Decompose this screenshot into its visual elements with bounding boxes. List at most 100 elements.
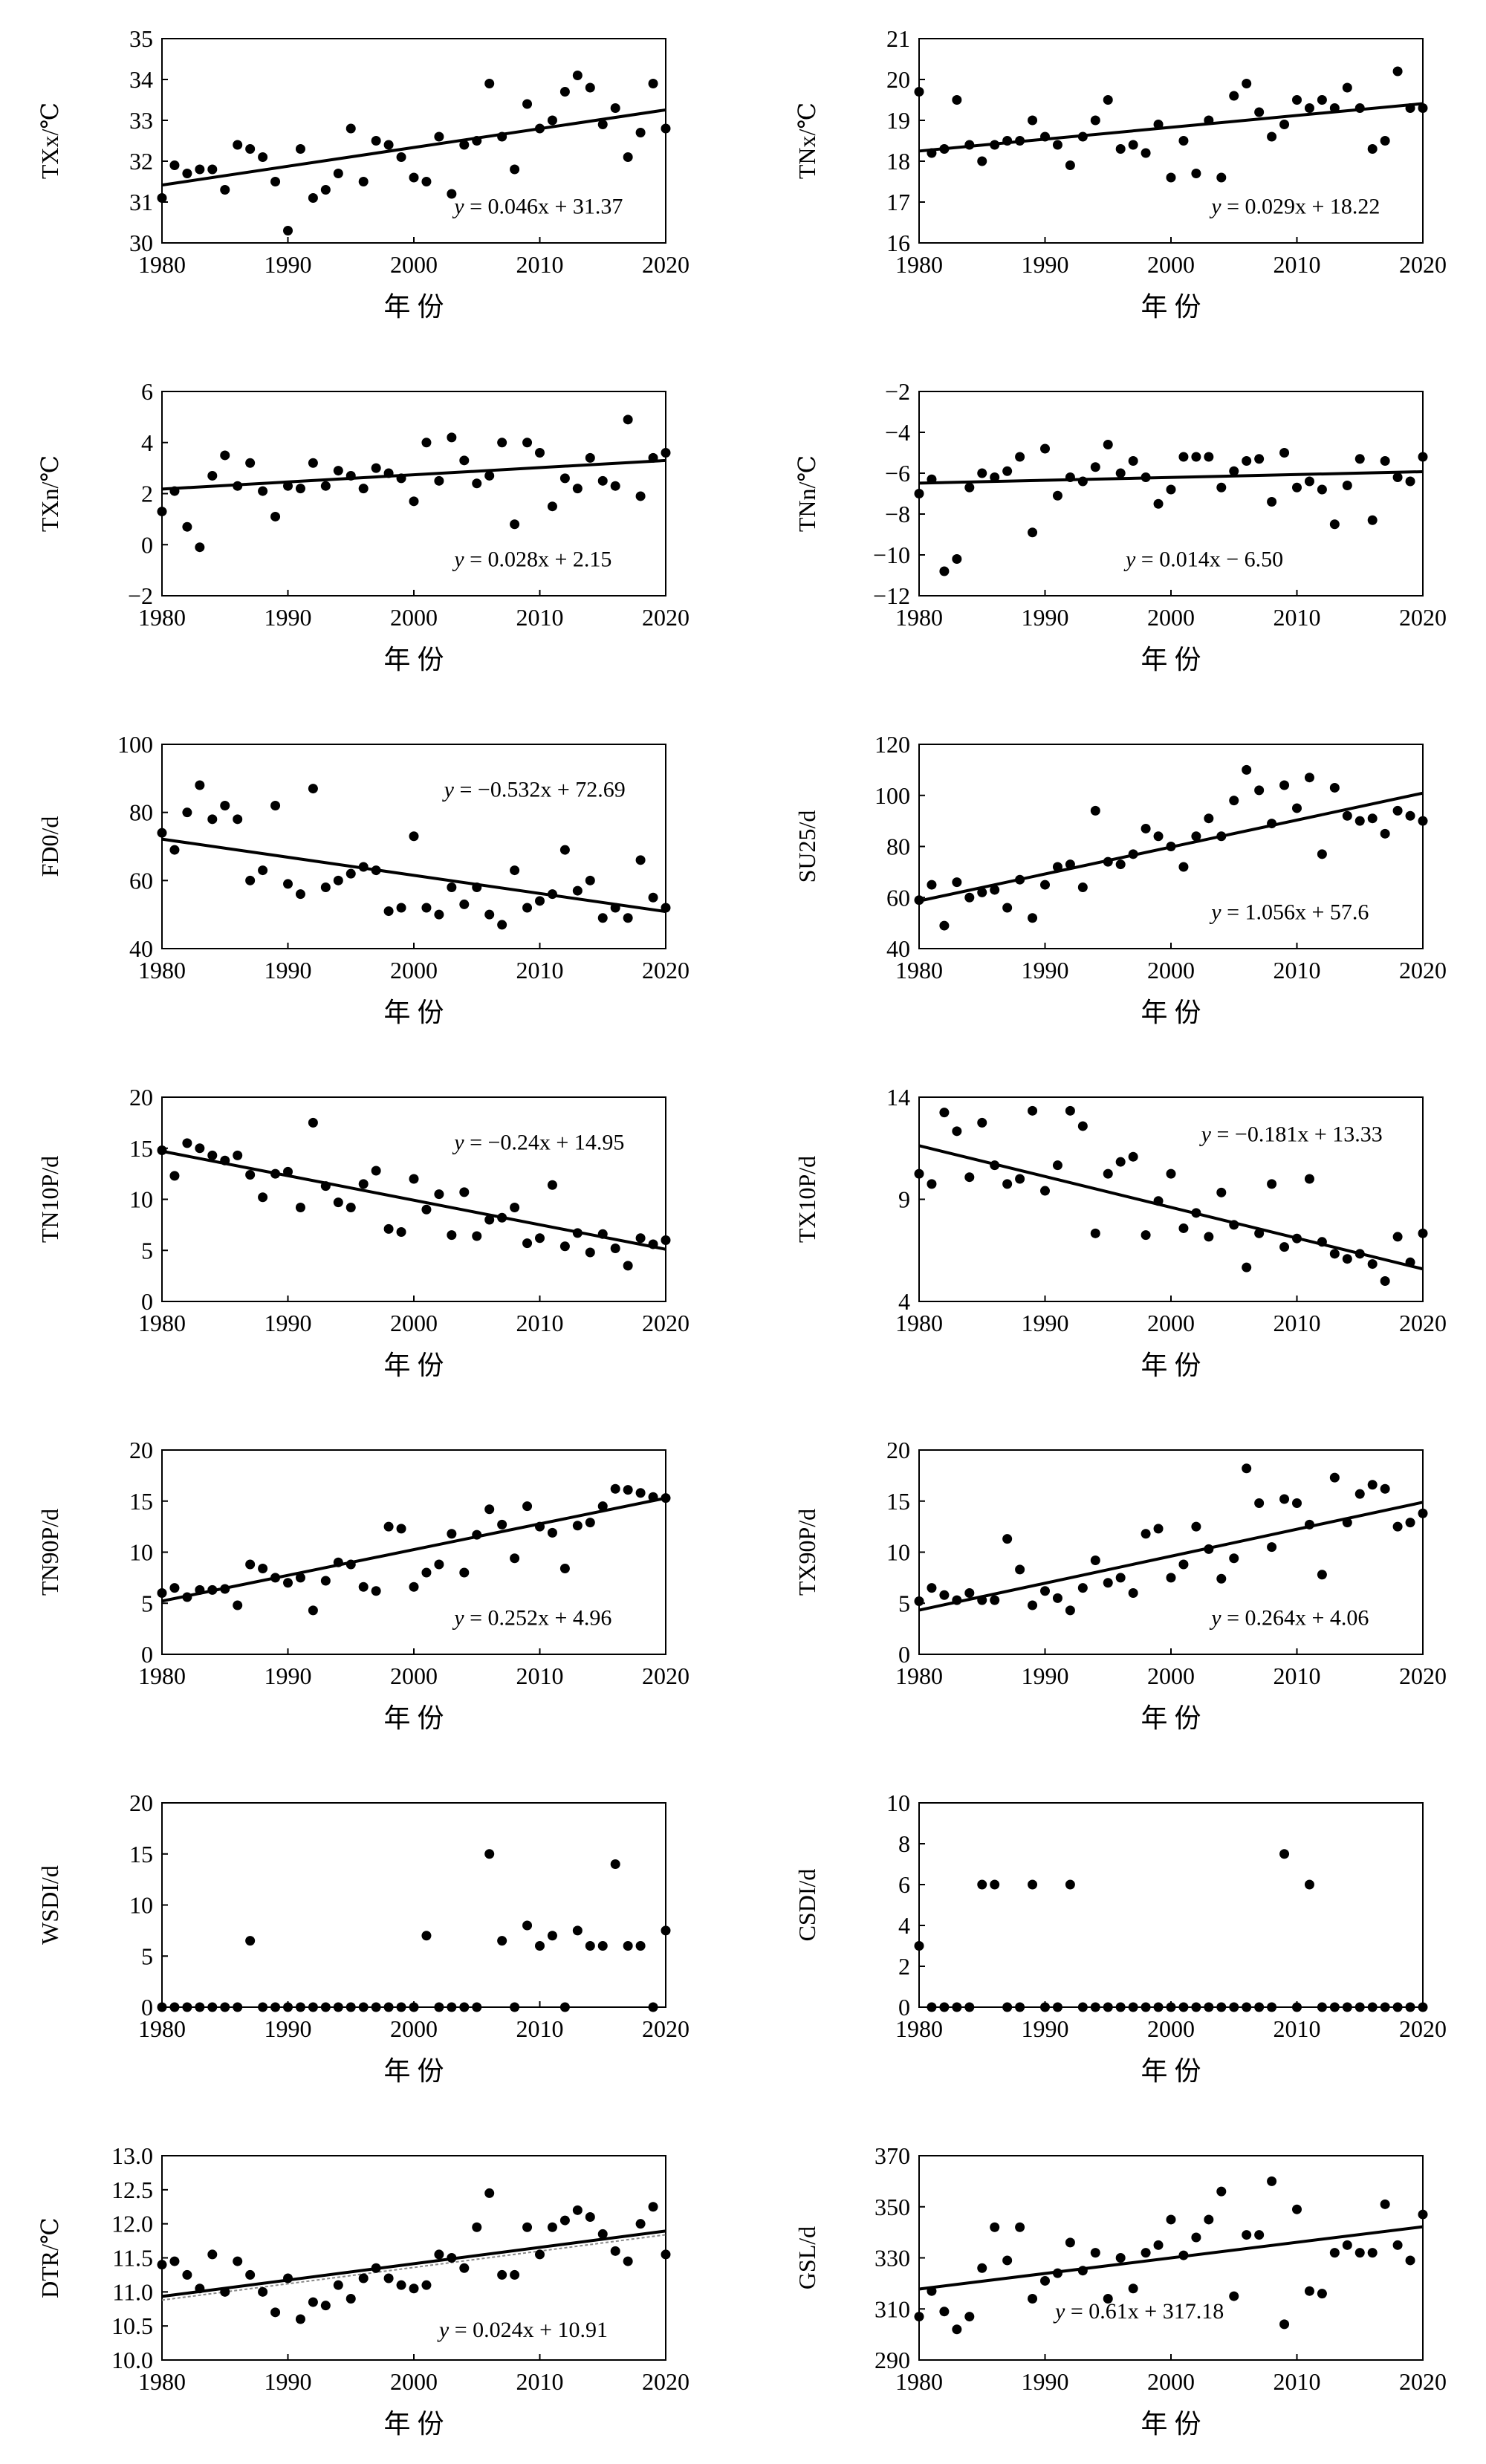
data-point	[1405, 810, 1415, 821]
data-point	[1279, 780, 1290, 790]
data-point	[270, 177, 281, 186]
data-point	[1002, 903, 1013, 913]
data-point	[1254, 2230, 1265, 2240]
x-tick-label: 2010	[516, 2368, 564, 2395]
data-point	[547, 501, 557, 512]
data-point	[421, 1567, 432, 1578]
data-point	[1380, 1276, 1390, 1286]
data-point	[1015, 2222, 1025, 2232]
data-point	[1304, 773, 1314, 783]
data-point	[207, 814, 218, 825]
data-point	[409, 2002, 419, 2012]
data-point	[1267, 819, 1277, 829]
trend-line	[161, 2229, 666, 2298]
y-tick-label: −10	[873, 542, 910, 568]
data-point	[195, 164, 205, 175]
trend-line	[918, 469, 1424, 485]
x-tick-label: 1990	[265, 2015, 312, 2042]
data-point	[220, 2286, 230, 2297]
data-point	[245, 875, 256, 885]
data-point	[1367, 1480, 1378, 1490]
y-tick-label: 13.0	[111, 2142, 153, 2169]
data-point	[182, 521, 192, 532]
data-point	[169, 486, 180, 496]
data-point	[1254, 1498, 1265, 1508]
data-point	[535, 1941, 545, 1951]
data-point	[1115, 859, 1126, 870]
data-point	[1052, 2268, 1062, 2278]
data-point	[1292, 1498, 1302, 1508]
data-point	[1128, 140, 1138, 150]
x-tick-label: 2020	[642, 604, 690, 631]
data-point	[383, 140, 394, 150]
data-point	[270, 2307, 281, 2318]
data-point	[409, 1582, 419, 1592]
data-point	[295, 484, 305, 494]
data-point	[270, 2002, 281, 2012]
x-tick-label: 1990	[265, 2368, 312, 2395]
x-tick-label: 2020	[642, 957, 690, 984]
data-point	[258, 152, 268, 162]
data-point	[1392, 66, 1403, 77]
x-tick-label: 2020	[1399, 604, 1447, 631]
data-point	[1191, 831, 1201, 842]
data-point	[585, 1518, 595, 1528]
data-point	[1128, 2002, 1138, 2012]
y-tick-label: 10.0	[111, 2347, 153, 2373]
data-point	[383, 2002, 394, 2012]
data-point	[1002, 466, 1013, 476]
data-point	[1292, 95, 1302, 105]
y-tick-label: 10	[886, 1539, 910, 1566]
y-tick-label: 100	[117, 731, 153, 758]
data-point	[497, 1212, 507, 1223]
data-point	[1002, 2002, 1013, 2012]
x-tick-label: 2010	[516, 1310, 564, 1336]
data-point	[597, 913, 608, 923]
data-point	[990, 140, 1000, 150]
x-tick-label: 1990	[265, 1310, 312, 1336]
data-point	[927, 880, 937, 890]
data-point	[1229, 1553, 1239, 1564]
data-point	[447, 1230, 457, 1241]
data-point	[308, 2002, 318, 2012]
data-point	[535, 896, 545, 906]
data-point	[409, 2283, 419, 2294]
chart-panel-tnn: 1980 1990 2000 2010 2020 −12 −10 −8 −6 −4 −2 年 份 TNn…	[794, 378, 1447, 674]
data-point	[1204, 1544, 1214, 1554]
data-point	[157, 828, 167, 838]
y-tick-label: 20	[886, 66, 910, 93]
data-point	[648, 892, 658, 903]
data-point	[522, 1501, 533, 1512]
x-tick-label: 2020	[642, 2015, 690, 2042]
x-tick-label: 2010	[516, 1662, 564, 1689]
data-point	[220, 1155, 230, 1166]
data-point	[1103, 1578, 1113, 1588]
y-axis-title: TX10P/d	[794, 1156, 820, 1243]
x-tick-label: 2010	[1274, 1310, 1321, 1336]
x-axis-title: 年 份	[383, 1703, 444, 1733]
data-point	[964, 140, 975, 150]
data-point	[157, 507, 167, 517]
y-tick-label: 350	[875, 2194, 910, 2220]
data-point	[1052, 490, 1062, 501]
data-point	[333, 1197, 343, 1208]
data-point	[648, 452, 658, 463]
data-point	[952, 2002, 962, 2012]
data-point	[661, 448, 671, 458]
data-point	[1392, 805, 1403, 816]
trend-equation: y = 0.264x + 4.06	[1209, 1606, 1369, 1631]
data-point	[1028, 115, 1038, 126]
data-point	[1065, 160, 1075, 170]
data-point	[1405, 476, 1415, 487]
data-point	[1405, 1518, 1415, 1528]
data-point	[333, 466, 343, 476]
data-point	[169, 2002, 180, 2012]
data-point	[1015, 874, 1025, 885]
data-point	[585, 452, 595, 463]
data-point	[497, 131, 507, 142]
data-point	[547, 1931, 557, 1941]
data-point	[1052, 140, 1062, 150]
data-point	[1279, 120, 1290, 129]
data-point	[572, 484, 583, 494]
x-axis-title: 年 份	[383, 2409, 444, 2439]
